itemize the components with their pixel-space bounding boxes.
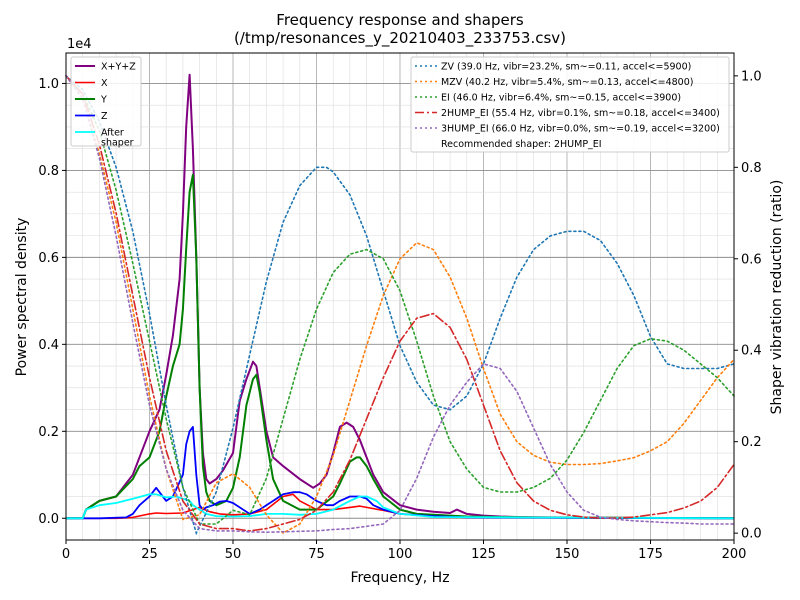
x-tick-label: 150 [555,547,580,562]
psd-legend-label: X+Y+Z [101,62,136,73]
shaper-series-3hump_ei-line [65,75,735,534]
psd-legend-label: X [101,78,108,89]
ticks-layer: 0 25 50 75 100 125 150 175 200 0.0 0.2 0.4 0.6 0.8 1.0… [38,69,761,562]
y2-axis-label: Shaper vibration reduction (ratio) [769,180,785,415]
psd-series-after-shaper-line [66,493,735,520]
y-tick-label: 0.4 [38,338,59,353]
chart-title: Frequency response and shapers [276,11,524,29]
y2-tick-label: 0.8 [741,161,762,176]
recommended-shaper-note: Recommended shaper: 2HUMP_EI [441,139,602,150]
psd-series-layer [66,73,735,520]
y-tick-label: 0.2 [38,425,59,440]
x-tick-label: 100 [388,547,413,562]
x-tick-label: 200 [722,547,747,562]
x-tick-label: 75 [308,547,325,562]
shaper-legend-label: 3HUMP_EI (66.0 Hz, vibr=0.0%, sm~=0.19, … [441,124,720,135]
x-axis-label: Frequency, Hz [350,570,449,586]
psd-legend: X+Y+Z XYZ After shaper [70,56,142,149]
y-scale-label: 1e4 [67,37,92,52]
legends-layer: X+Y+Z XYZ After shaper ZV (39.0 Hz, vibr=23.… [70,56,730,153]
psd-legend-label: Y [100,95,107,106]
y-tick-label: 0.8 [38,164,59,179]
shaper-legend-box [410,56,730,153]
shaper-legend-label: ZV (39.0 Hz, vibr=23.2%, sm~=0.11, accel… [441,62,691,73]
y2-tick-label: 0.4 [741,344,762,359]
psd-series-z-line [66,425,735,520]
x-tick-label: 0 [62,547,70,562]
shaper-legend-label: 2HUMP_EI (55.4 Hz, vibr=0.1%, sm~=0.18, … [441,108,720,119]
y-tick-label: 0.6 [38,251,59,266]
shaper-series-mzv-line [65,75,735,535]
psd-legend-box [70,56,142,147]
shaper-series-layer [65,75,735,536]
shaper-legend: ZV (39.0 Hz, vibr=23.2%, sm~=0.11, accel… [410,56,730,153]
x-tick-label: 50 [225,547,242,562]
shaper-legend-label: EI (46.0 Hz, vibr=6.4%, sm~=0.15, accel<… [441,93,681,104]
shaper-series-2hump_ei-line [65,75,735,532]
shaper-legend-label: MZV (40.2 Hz, vibr=5.4%, sm~=0.13, accel… [441,77,693,88]
y2-tick-label: 0.2 [741,435,762,450]
psd-legend-label: Z [101,111,108,122]
psd-legend-label: After shaper [101,128,134,149]
x-tick-label: 125 [471,547,496,562]
y2-tick-label: 1.0 [741,69,762,84]
y-axis-label: Power spectral density [14,218,30,377]
y-tick-label: 1.0 [38,77,59,92]
shaper-series-ei-line [65,75,735,525]
x-tick-label: 175 [638,547,663,562]
chart-subtitle: (/tmp/resonances_y_20210403_233753.csv) [234,29,566,48]
x-tick-label: 25 [141,547,158,562]
y2-tick-label: 0.6 [741,252,762,267]
y2-tick-label: 0.0 [741,527,762,542]
y-tick-label: 0.0 [38,512,59,527]
